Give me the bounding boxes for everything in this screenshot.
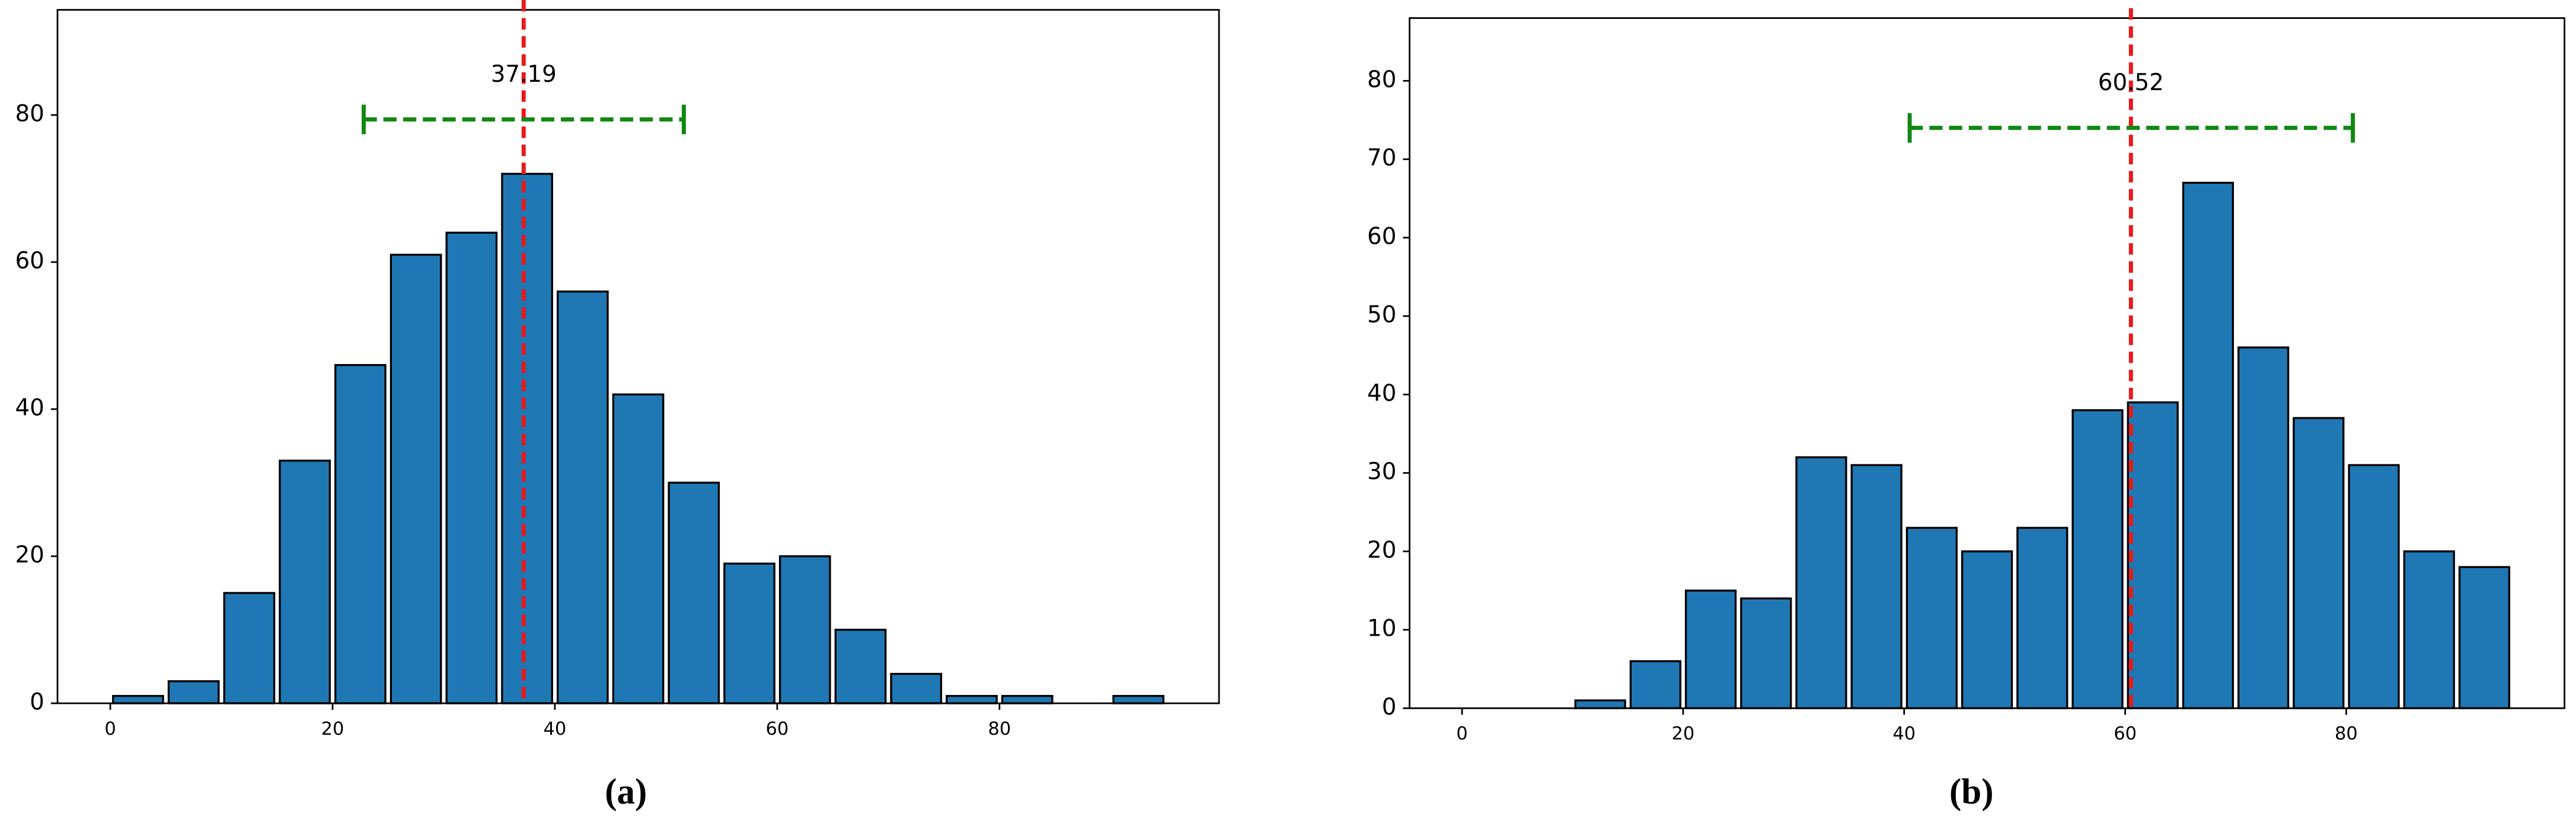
bar [1112, 694, 1165, 704]
bar [445, 231, 498, 704]
y-tick-label: 60 [1367, 223, 1396, 250]
bar [668, 482, 720, 704]
y-tick-label: 40 [15, 394, 44, 421]
y-tick-label: 80 [1367, 66, 1396, 93]
bar [834, 629, 887, 704]
bar [334, 364, 387, 704]
bar [279, 460, 331, 704]
y-tick-label: 80 [15, 100, 44, 127]
bar [778, 555, 831, 704]
bar [1740, 597, 1792, 709]
bar [167, 680, 220, 704]
x-tick-label: 0 [1456, 723, 1467, 744]
plot-frame [1409, 17, 2565, 709]
mean-label: 37.19 [491, 61, 557, 88]
y-tick-label: 20 [15, 541, 44, 568]
y-tick-label: 0 [30, 689, 44, 716]
y-tick-label: 50 [1367, 302, 1396, 329]
plot-frame [56, 9, 1220, 704]
x-tick-label: 20 [1672, 723, 1695, 744]
bar [501, 173, 553, 704]
x-tick-label: 60 [2114, 723, 2137, 744]
bar [390, 253, 442, 704]
bar [1795, 456, 1847, 709]
bar [2403, 550, 2455, 709]
bar [2016, 527, 2069, 709]
bar [1684, 589, 1737, 709]
y-tick-label: 60 [15, 247, 44, 274]
mean-label: 60.52 [2098, 69, 2164, 96]
y-tick-label: 0 [1382, 694, 1397, 720]
bar [2182, 181, 2235, 709]
x-tick-label: 40 [1892, 723, 1916, 744]
bar [223, 592, 276, 704]
bar [1001, 694, 1054, 704]
y-tick-label: 70 [1367, 145, 1396, 171]
bar [723, 562, 775, 704]
bar [1905, 527, 1958, 709]
bar [2127, 401, 2179, 709]
bar [112, 694, 164, 704]
bar [946, 694, 998, 704]
bar [2348, 464, 2400, 709]
x-tick-label: 40 [544, 719, 567, 739]
x-tick-label: 80 [988, 719, 1011, 739]
x-tick-label: 0 [104, 719, 116, 739]
caption: (b) [1949, 772, 1994, 812]
bar [890, 672, 943, 704]
bar [1574, 699, 1626, 709]
y-tick-label: 40 [1367, 380, 1396, 407]
bar [556, 290, 609, 704]
bar [1961, 550, 2013, 709]
y-tick-label: 20 [1367, 537, 1396, 563]
bar [2293, 417, 2345, 709]
x-tick-label: 20 [321, 719, 344, 739]
x-tick-label: 60 [766, 719, 789, 739]
caption: (a) [605, 772, 647, 812]
bar [2237, 346, 2290, 709]
bar [2458, 566, 2511, 709]
bar [612, 393, 665, 704]
y-tick-label: 30 [1367, 458, 1396, 485]
bar [2071, 409, 2124, 709]
y-tick-label: 10 [1367, 616, 1396, 642]
bar [1850, 464, 1903, 709]
bar [1629, 660, 1681, 709]
x-tick-label: 80 [2335, 723, 2358, 744]
